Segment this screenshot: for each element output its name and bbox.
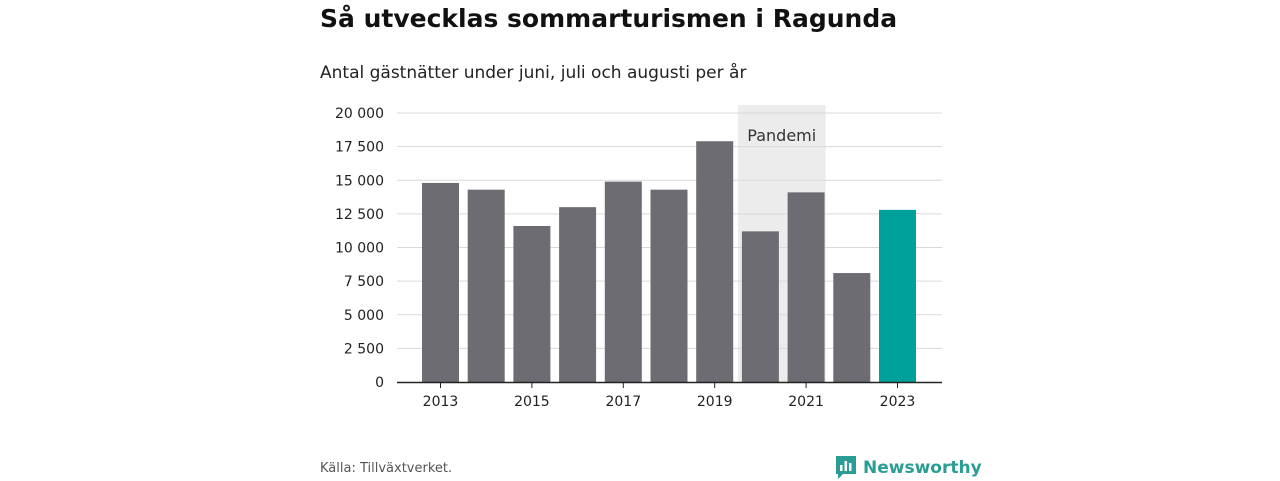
- bar: [422, 182, 459, 382]
- bar: [513, 225, 551, 382]
- y-tick-label: 0: [375, 375, 384, 391]
- newsworthy-logo-icon: [836, 456, 856, 479]
- y-tick-label: 2 500: [344, 341, 384, 357]
- bar: [833, 273, 871, 382]
- y-tick-label: 17 500: [335, 140, 384, 156]
- bar: [650, 189, 688, 382]
- y-tick-label: 20 000: [335, 106, 384, 122]
- x-tick-label: 2017: [605, 394, 641, 410]
- y-tick-label: 10 000: [335, 241, 384, 257]
- brand-logo: Newsworthy: [835, 455, 982, 481]
- chart-title: Så utvecklas sommarturismen i Ragunda: [320, 4, 898, 33]
- bar: [559, 207, 597, 382]
- pandemic-label: Pandemi: [747, 126, 816, 145]
- chart-subtitle: Antal gästnätter under juni, juli och au…: [320, 63, 747, 83]
- x-tick-label: 2013: [423, 394, 459, 410]
- y-tick-label: 15 000: [335, 173, 384, 189]
- brand-name: Newsworthy: [863, 458, 982, 478]
- x-tick-label: 2015: [514, 394, 550, 410]
- bar: [787, 192, 825, 382]
- bar: [879, 209, 916, 382]
- x-tick-label: 2019: [697, 394, 733, 410]
- y-tick-label: 12 500: [335, 207, 384, 223]
- x-tick-label: 2021: [788, 394, 824, 410]
- bar: [741, 231, 779, 382]
- bar: [467, 189, 505, 382]
- x-tick-label: 2023: [880, 394, 916, 410]
- bar: [696, 141, 734, 382]
- y-tick-label: 5 000: [344, 308, 384, 324]
- bar: [604, 181, 642, 382]
- y-tick-label: 7 500: [344, 274, 384, 290]
- source-note: Källa: Tillväxtverket.: [320, 461, 453, 476]
